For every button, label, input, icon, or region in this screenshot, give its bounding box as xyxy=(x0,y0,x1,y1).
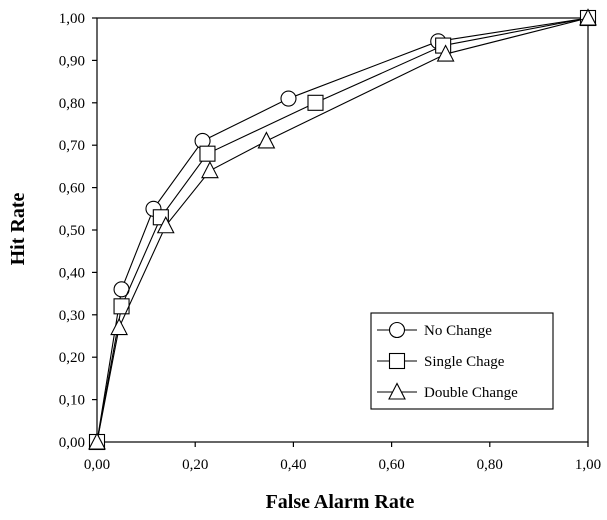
data-point-square xyxy=(199,145,216,162)
x-tick-label: 1,00 xyxy=(575,457,601,473)
y-tick-label: 0,10 xyxy=(59,393,85,409)
data-point-triangle xyxy=(88,432,106,450)
series-double-change xyxy=(88,8,597,450)
legend-marker-circle xyxy=(388,321,406,339)
y-tick-label: 0,20 xyxy=(59,350,85,366)
data-point-triangle xyxy=(156,216,175,234)
legend-label: Double Change xyxy=(424,385,518,401)
data-point-triangle xyxy=(436,44,455,62)
data-point-square xyxy=(307,94,324,111)
x-tick-label: 0,00 xyxy=(84,457,110,473)
data-point-triangle xyxy=(579,8,597,26)
legend-label: Single Chage xyxy=(424,354,505,370)
y-tick-label: 0,30 xyxy=(59,308,85,324)
series-layer xyxy=(88,8,597,451)
y-tick-label: 0,80 xyxy=(59,96,85,112)
legend-item: No Change xyxy=(377,321,492,339)
y-tick-label: 0,90 xyxy=(59,53,85,69)
y-axis-title: Hit Rate xyxy=(7,193,29,266)
x-tick-label: 0,80 xyxy=(477,457,503,473)
y-tick-label: 0,50 xyxy=(59,223,85,239)
legend: No Change Single Chage Double Change xyxy=(370,312,554,410)
legend-marker-triangle xyxy=(388,382,406,400)
x-tick-label: 0,60 xyxy=(378,457,404,473)
x-axis-title: False Alarm Rate xyxy=(266,491,415,513)
legend-label: No Change xyxy=(424,323,492,339)
data-point-circle xyxy=(280,90,297,107)
y-tick-label: 1,00 xyxy=(59,11,85,27)
data-point-triangle xyxy=(110,317,128,336)
y-tick-label: 0,60 xyxy=(59,181,85,197)
legend-item: Single Chage xyxy=(377,352,505,370)
data-point-triangle xyxy=(201,160,219,179)
y-tick-label: 0,00 xyxy=(59,435,85,451)
legend-marker-square xyxy=(388,352,406,370)
legend-item: Double Change xyxy=(377,382,518,401)
x-tick-label: 0,40 xyxy=(280,457,306,473)
data-point-triangle xyxy=(257,131,276,149)
x-tick-label: 0,20 xyxy=(182,457,208,473)
y-tick-label: 0,70 xyxy=(59,138,85,154)
axes: 0,00 0,10 0,20 0,30 0,40 0,50 0,60 0,70 0,80 0,90… xyxy=(59,11,601,473)
y-tick-label: 0,40 xyxy=(59,265,85,281)
